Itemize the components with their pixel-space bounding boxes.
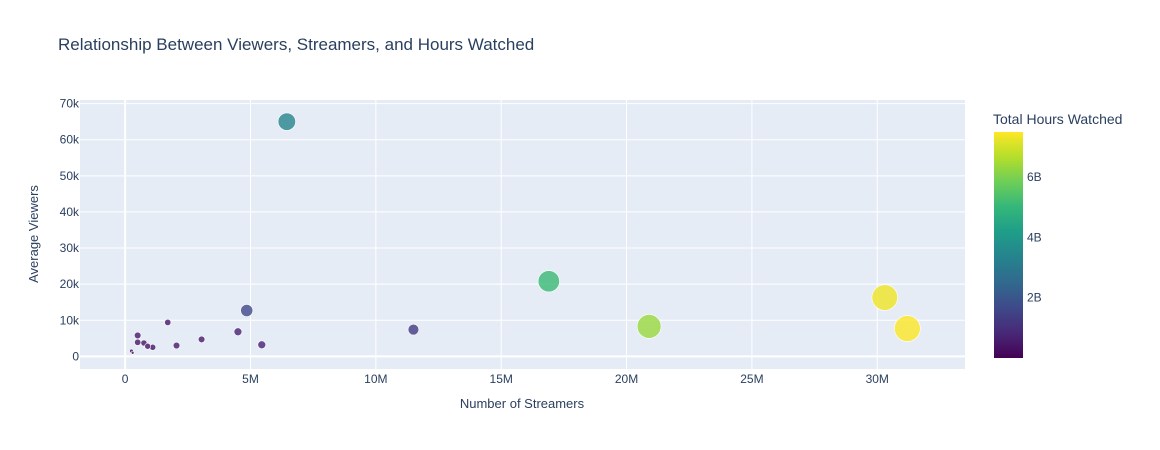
grid-lines bbox=[80, 100, 965, 369]
y-tick-label: 70k bbox=[60, 97, 80, 111]
y-tick-label: 0 bbox=[72, 349, 79, 363]
data-point[interactable] bbox=[407, 323, 420, 336]
chart-title: Relationship Between Viewers, Streamers,… bbox=[58, 35, 534, 54]
x-tick-label: 5M bbox=[242, 372, 259, 386]
x-axis-label: Number of Streamers bbox=[460, 396, 585, 411]
y-tick-label: 60k bbox=[60, 133, 80, 147]
x-tick-label: 10M bbox=[364, 372, 387, 386]
y-tick-label: 50k bbox=[60, 169, 80, 183]
colorbar-tick-label: 4B bbox=[1027, 230, 1042, 244]
x-tick-label: 0 bbox=[122, 372, 129, 386]
colorbar-tick-label: 6B bbox=[1027, 170, 1042, 184]
plot-area bbox=[80, 100, 965, 369]
data-point[interactable] bbox=[871, 284, 898, 311]
data-points bbox=[129, 112, 921, 355]
data-point[interactable] bbox=[197, 335, 206, 344]
x-tick-label: 30M bbox=[866, 372, 889, 386]
data-point[interactable] bbox=[277, 112, 296, 131]
data-point[interactable] bbox=[537, 270, 560, 293]
x-axis-ticks: 0 5M 10M 15M 20M 25M 30M bbox=[122, 372, 889, 386]
x-tick-label: 15M bbox=[490, 372, 513, 386]
colorbar-tick-label: 2B bbox=[1027, 291, 1042, 305]
data-point[interactable] bbox=[636, 314, 662, 339]
y-axis-label: Average Viewers bbox=[26, 185, 41, 283]
y-axis-ticks: 0 10k 20k 30k 40k 50k 60k 70k bbox=[60, 97, 80, 364]
data-point[interactable] bbox=[240, 304, 254, 317]
data-point[interactable] bbox=[134, 338, 142, 346]
colorbar-ticks: 2B 4B 6B bbox=[1027, 170, 1042, 305]
data-point[interactable] bbox=[894, 315, 921, 342]
data-point[interactable] bbox=[144, 342, 151, 350]
data-point[interactable] bbox=[233, 327, 243, 337]
y-tick-label: 40k bbox=[60, 205, 80, 219]
y-tick-label: 30k bbox=[60, 241, 80, 255]
data-point[interactable] bbox=[257, 340, 267, 350]
y-tick-label: 20k bbox=[60, 277, 80, 291]
data-point[interactable] bbox=[130, 350, 135, 355]
x-tick-label: 25M bbox=[740, 372, 763, 386]
data-point[interactable] bbox=[134, 331, 142, 340]
x-tick-label: 20M bbox=[615, 372, 638, 386]
colorbar bbox=[994, 132, 1023, 358]
data-point[interactable] bbox=[172, 341, 181, 350]
colorbar-title: Total Hours Watched bbox=[993, 111, 1122, 127]
y-tick-label: 10k bbox=[60, 313, 80, 327]
data-point[interactable] bbox=[164, 318, 172, 326]
